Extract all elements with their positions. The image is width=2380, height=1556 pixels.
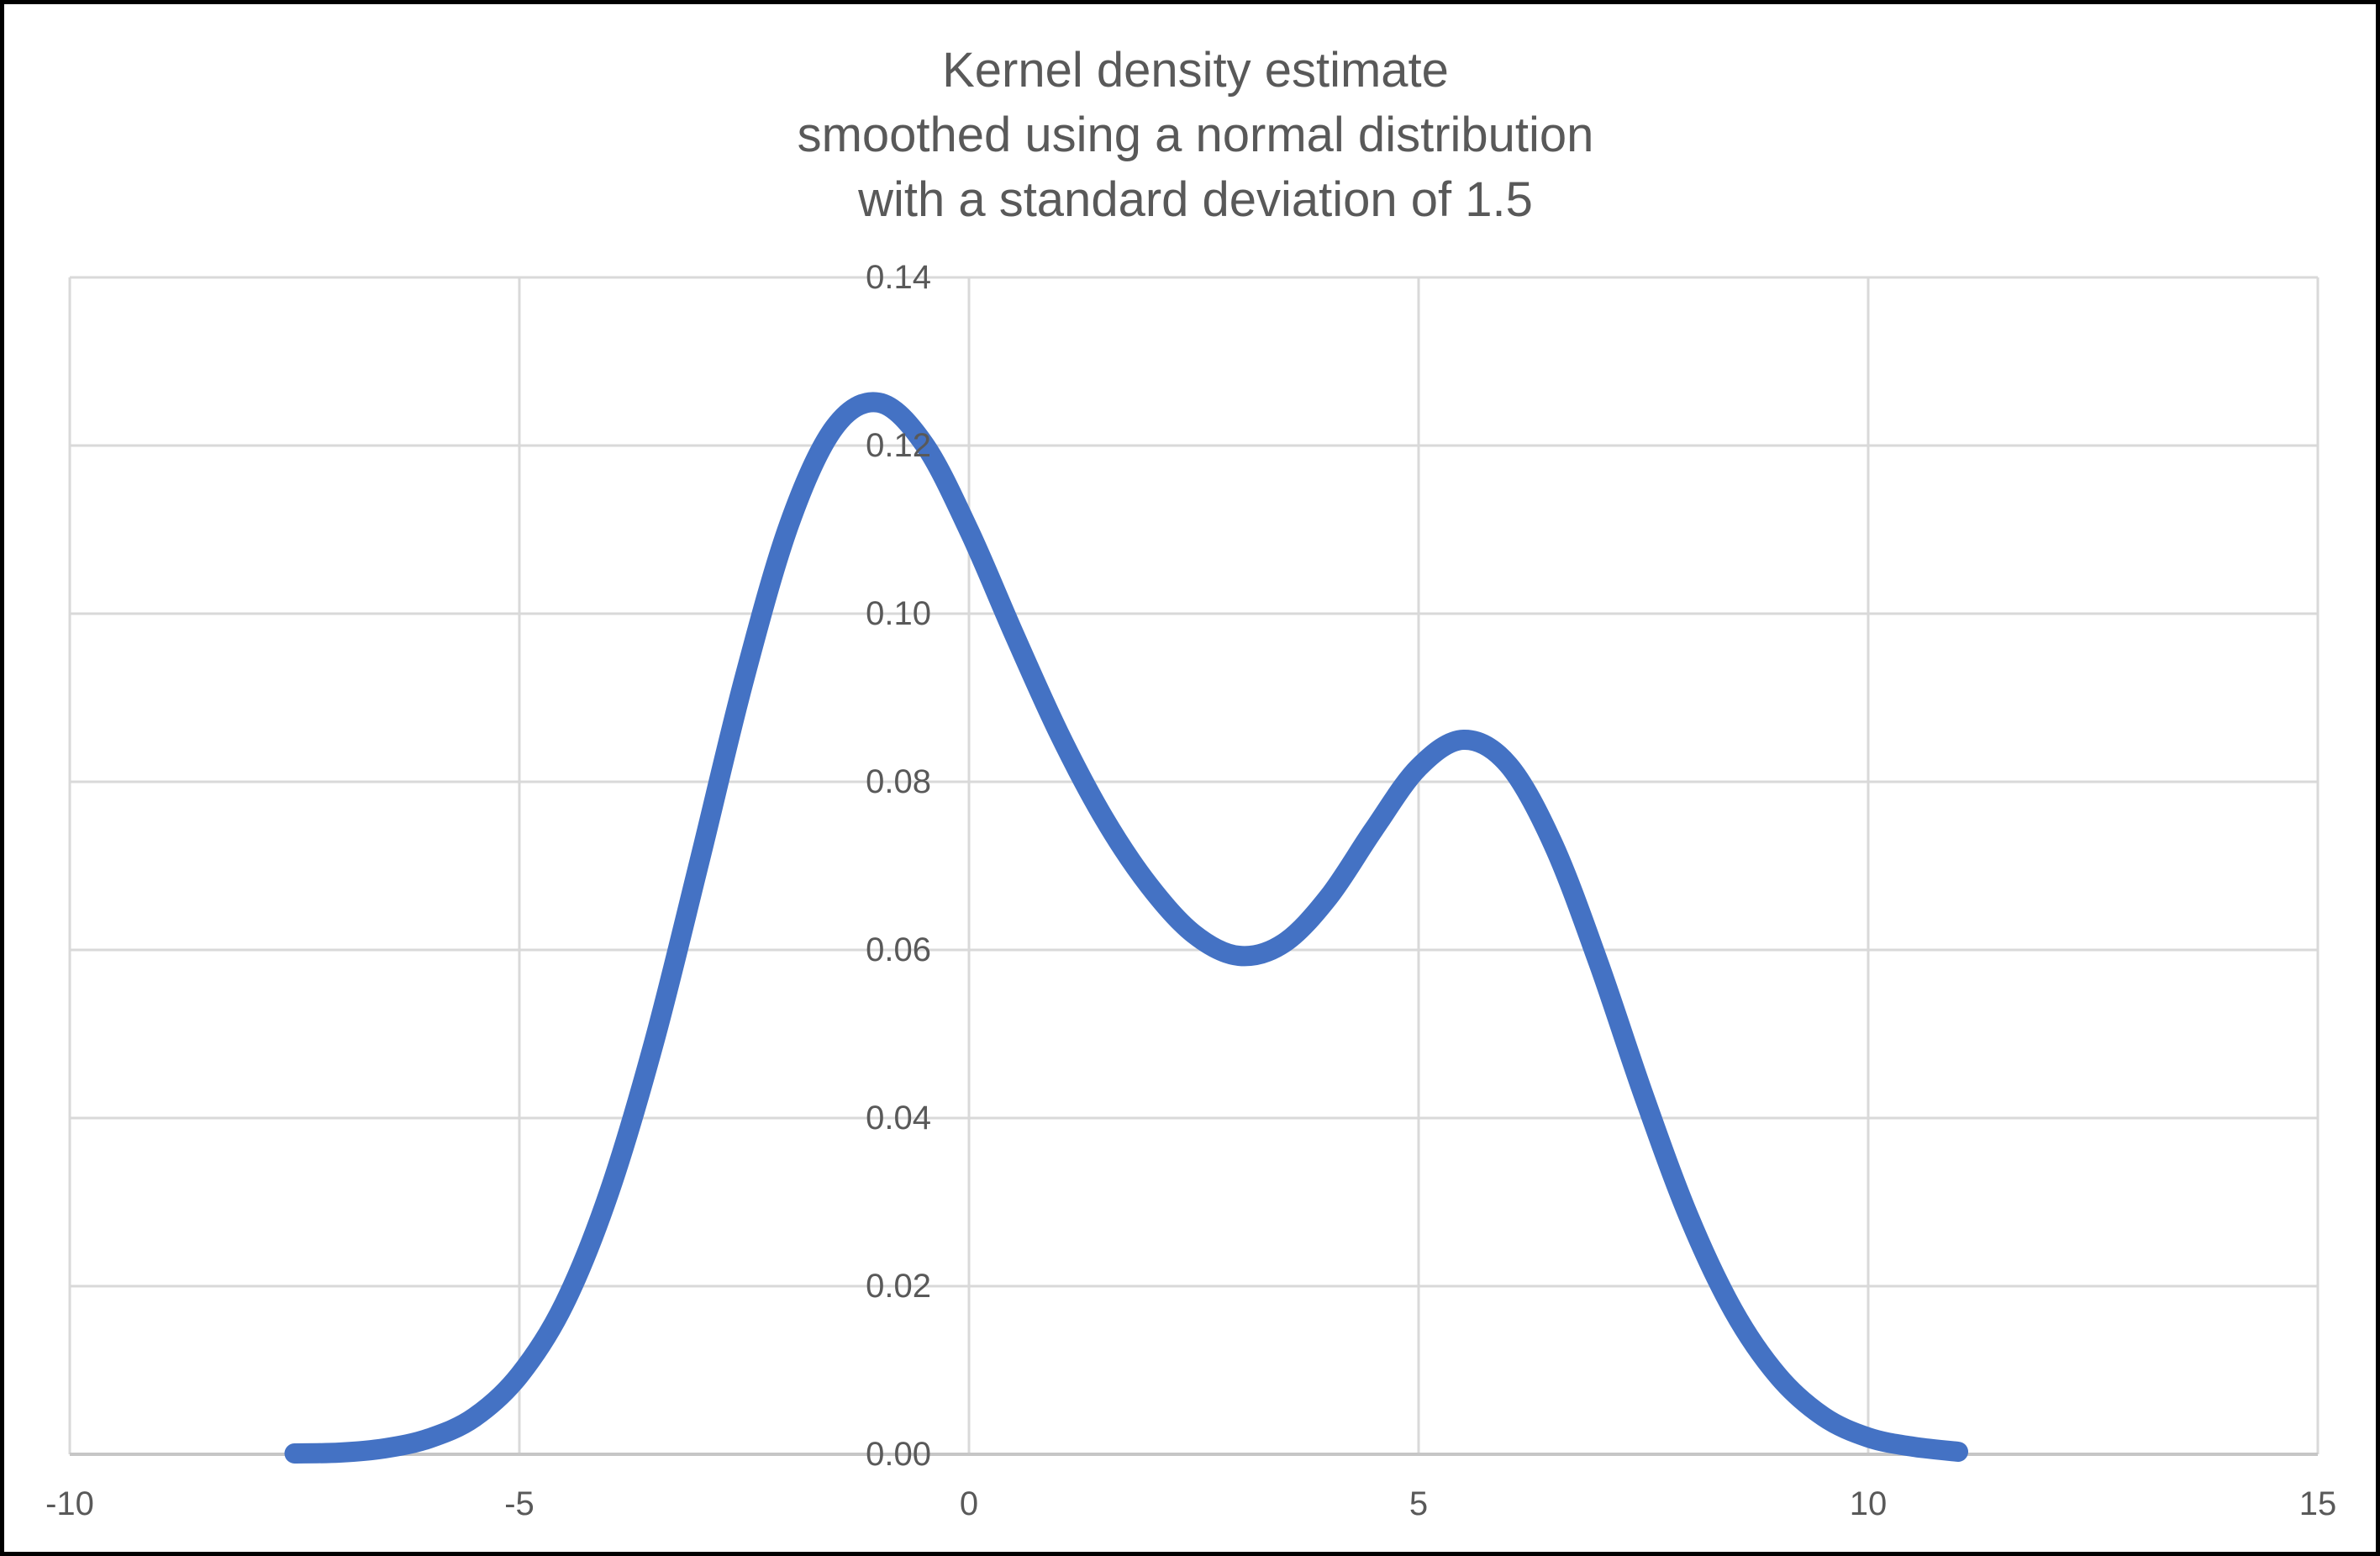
gridlines bbox=[68, 276, 2319, 1454]
chart-title: Kernel density estimate smoothed using a… bbox=[797, 43, 1594, 227]
plot-area bbox=[68, 276, 2319, 1464]
kde-curve-series bbox=[284, 392, 1968, 1464]
